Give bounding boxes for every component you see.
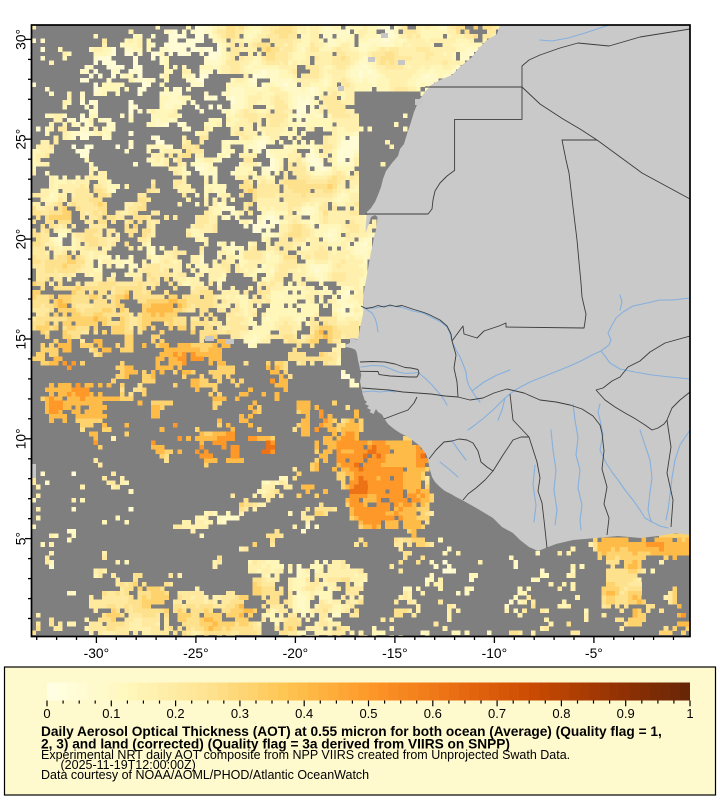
svg-text:Experimental NRT daily AOT com: Experimental NRT daily AOT composite fro… — [41, 748, 570, 762]
svg-text:0.7: 0.7 — [488, 706, 506, 721]
svg-text:0.1: 0.1 — [102, 706, 120, 721]
svg-text:-10°: -10° — [482, 646, 507, 661]
svg-text:0.6: 0.6 — [424, 706, 442, 721]
svg-text:-20°: -20° — [283, 646, 308, 661]
svg-text:0: 0 — [43, 706, 50, 721]
svg-text:Data courtesy of NOAA/AOML/PHO: Data courtesy of NOAA/AOML/PHOD/Atlantic… — [41, 768, 369, 782]
svg-text:0.2: 0.2 — [167, 706, 185, 721]
svg-text:0.9: 0.9 — [617, 706, 635, 721]
svg-text:-25°: -25° — [183, 646, 208, 661]
svg-text:(2025-11-19T12:00:00Z): (2025-11-19T12:00:00Z) — [61, 758, 196, 772]
svg-text:10°: 10° — [14, 428, 29, 449]
svg-text:-15°: -15° — [382, 646, 407, 661]
svg-text:-30°: -30° — [84, 646, 109, 661]
svg-text:5°: 5° — [14, 532, 29, 545]
svg-text:30°: 30° — [14, 29, 29, 50]
svg-text:1: 1 — [686, 706, 693, 721]
svg-text:0.8: 0.8 — [552, 706, 570, 721]
svg-text:2, 3) and land (corrected) (Qu: 2, 3) and land (corrected) (Quality flag… — [41, 736, 510, 751]
svg-text:-5°: -5° — [585, 646, 603, 661]
svg-text:0.3: 0.3 — [231, 706, 249, 721]
svg-text:25°: 25° — [14, 129, 29, 150]
svg-text:15°: 15° — [14, 329, 29, 350]
svg-text:20°: 20° — [14, 229, 29, 250]
svg-text:Daily Aerosol Optical Thicknes: Daily Aerosol Optical Thickness (AOT) at… — [41, 724, 662, 739]
svg-text:0.4: 0.4 — [295, 706, 313, 721]
svg-text:0.5: 0.5 — [359, 706, 377, 721]
